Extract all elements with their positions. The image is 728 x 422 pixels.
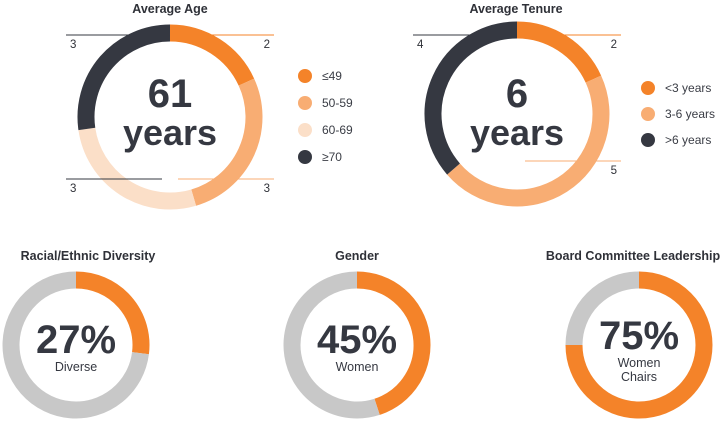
leadership-center-value: 75% [598,314,680,358]
legend-swatch [298,96,312,110]
donut-segment [78,127,197,210]
donut-segment [447,75,610,207]
legend-label: <3 years [665,81,712,95]
legend-swatch [641,133,655,147]
callout-value: 3 [70,39,76,51]
legend-label: 60-69 [322,123,353,137]
callout-value: 3 [70,183,76,195]
legend-label: 3-6 years [665,107,716,121]
chart-title-average-age: Average Age [132,2,208,16]
callout-value: 5 [611,165,617,177]
leadership-center-label: Women Chairs [617,356,661,384]
legend-swatch [298,69,312,83]
legend-item-age-49: ≤49 [298,69,342,83]
donut-segment [356,271,431,415]
legend-swatch [641,107,655,121]
legend-label: ≥70 [322,150,342,164]
callout-value: 4 [417,39,424,51]
callout-value: 2 [611,39,617,51]
tenure-center-label: years [469,112,565,153]
legend-item-age-60-69: 60-69 [298,123,353,137]
chart-title-gender: Gender [335,249,379,263]
donut-segment [424,21,518,175]
age-center-label: years [122,112,218,153]
donut-segment [75,271,150,355]
legend-swatch [298,123,312,137]
legend-swatch [298,150,312,164]
donut-segment [516,21,602,83]
donut-segment [565,271,640,346]
donut-segment [283,271,380,419]
diversity-center-label: Diverse [54,360,98,374]
chart-title-average-tenure: Average Tenure [469,2,563,16]
callout-value: 3 [264,183,270,195]
legend-item-tenure-over-6: >6 years [641,133,711,147]
legend-item-tenure-3-6: 3-6 years [641,107,715,121]
legend-item-age-50-59: 50-59 [298,96,353,110]
chart-title-committee-leadership: Board Committee Leadership [545,249,721,263]
legend-label: >6 years [665,133,712,147]
callout-value: 2 [264,39,270,51]
donut-segment [191,78,263,206]
legend-swatch [641,81,655,95]
gender-center-label: Women [335,360,379,374]
chart-title-diversity: Racial/Ethnic Diversity [20,249,156,263]
tenure-center-value: 6 [505,72,529,116]
legend-label: 50-59 [322,96,353,110]
donut-segment [2,271,149,419]
donut-segment [169,24,255,86]
legend-item-age-70: ≥70 [298,150,342,164]
gender-center-value: 45% [316,318,398,362]
donut-segment [565,271,713,419]
age-center-value: 61 [147,72,193,116]
legend-label: ≤49 [322,69,342,83]
diversity-center-value: 27% [35,318,117,362]
legend-item-tenure-under-3: <3 years [641,81,711,95]
